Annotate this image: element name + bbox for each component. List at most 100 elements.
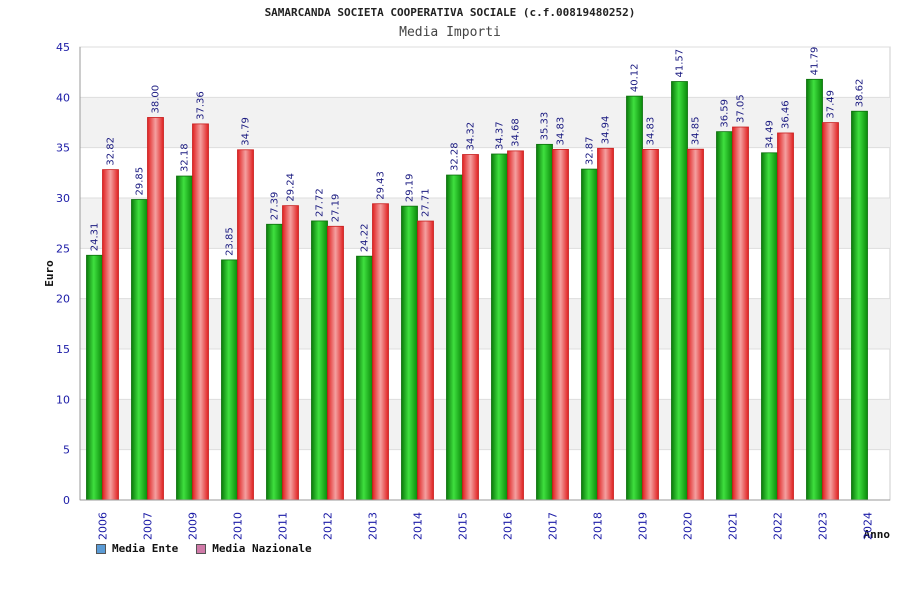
bar-media-nazionale bbox=[237, 149, 254, 501]
data-label: 32.87 bbox=[585, 136, 596, 165]
data-label: 38.00 bbox=[151, 85, 162, 114]
y-tick-label: 40 bbox=[56, 91, 70, 104]
bar-media-ente bbox=[176, 175, 193, 501]
data-label: 34.79 bbox=[241, 117, 252, 146]
x-tick-label: 2009 bbox=[187, 512, 200, 540]
bar-media-ente bbox=[806, 78, 823, 501]
data-label: 34.85 bbox=[691, 117, 702, 146]
data-label: 34.68 bbox=[511, 118, 522, 147]
data-label: 34.32 bbox=[466, 122, 477, 151]
grid-band bbox=[80, 399, 890, 450]
x-tick-label: 2016 bbox=[502, 512, 515, 540]
chart-subtitle: Media Importi bbox=[399, 25, 501, 40]
bar-media-ente bbox=[761, 152, 778, 501]
legend-label: Media Nazionale bbox=[212, 542, 312, 555]
y-tick-label: 0 bbox=[63, 494, 70, 507]
data-label: 32.18 bbox=[180, 143, 191, 172]
bar-media-nazionale bbox=[507, 150, 524, 501]
bar-media-ente bbox=[671, 81, 688, 501]
bar-media-nazionale bbox=[777, 132, 794, 501]
bar-media-ente bbox=[716, 131, 733, 501]
data-label: 34.83 bbox=[646, 117, 657, 146]
data-label: 37.36 bbox=[196, 91, 207, 120]
x-tick-label: 2011 bbox=[277, 512, 290, 540]
bar-media-nazionale bbox=[417, 220, 434, 501]
y-tick-label: 25 bbox=[56, 242, 70, 255]
bar-media-ente bbox=[221, 259, 238, 501]
data-label: 34.37 bbox=[495, 121, 506, 150]
x-tick-label: 2007 bbox=[142, 512, 155, 540]
grid-band bbox=[80, 298, 890, 349]
data-label: 37.05 bbox=[736, 94, 747, 123]
data-label: 36.59 bbox=[720, 99, 731, 128]
legend-label: Media Ente bbox=[112, 542, 179, 555]
bar-media-ente bbox=[491, 153, 508, 501]
data-label: 34.83 bbox=[556, 117, 567, 146]
data-label: 37.49 bbox=[826, 90, 837, 119]
bar-media-ente bbox=[131, 199, 148, 501]
x-tick-label: 2012 bbox=[322, 512, 335, 540]
x-tick-label: 2010 bbox=[232, 512, 245, 540]
data-label: 27.72 bbox=[315, 188, 326, 217]
y-axis-label: Euro bbox=[43, 260, 56, 287]
data-label: 35.33 bbox=[540, 112, 551, 141]
data-label: 29.19 bbox=[405, 174, 416, 203]
x-tick-label: 2021 bbox=[727, 512, 740, 540]
bar-media-ente bbox=[626, 95, 643, 501]
bar-media-nazionale bbox=[462, 154, 479, 501]
chart-title: SAMARCANDA SOCIETA COOPERATIVA SOCIALE (… bbox=[264, 6, 636, 19]
data-label: 23.85 bbox=[225, 227, 236, 256]
bar-media-ente bbox=[86, 254, 103, 501]
data-label: 32.82 bbox=[106, 137, 117, 166]
x-tick-label: 2013 bbox=[367, 512, 380, 540]
data-label: 29.43 bbox=[376, 171, 387, 200]
grid-band bbox=[80, 97, 890, 148]
y-tick-label: 45 bbox=[56, 41, 70, 54]
data-label: 38.62 bbox=[855, 79, 866, 108]
data-label: 27.71 bbox=[421, 188, 432, 217]
bar-media-ente bbox=[851, 110, 868, 501]
x-tick-label: 2018 bbox=[592, 512, 605, 540]
x-tick-label: 2015 bbox=[457, 512, 470, 540]
x-tick-label: 2023 bbox=[817, 512, 830, 540]
bar-media-nazionale bbox=[822, 122, 839, 501]
grid-band bbox=[80, 198, 890, 249]
data-label: 40.12 bbox=[630, 63, 641, 92]
data-label: 34.49 bbox=[765, 120, 776, 149]
y-tick-label: 10 bbox=[56, 393, 70, 406]
bar-media-nazionale bbox=[552, 148, 569, 501]
bar-media-nazionale bbox=[147, 117, 164, 501]
bar-media-ente bbox=[581, 168, 598, 501]
x-tick-label: 2024 bbox=[862, 512, 875, 540]
y-tick-label: 35 bbox=[56, 142, 70, 155]
data-label: 36.46 bbox=[781, 100, 792, 129]
bar-media-nazionale bbox=[327, 225, 344, 501]
legend-item-media-ente: Media Ente bbox=[96, 542, 178, 555]
bar-media-nazionale bbox=[642, 148, 659, 501]
data-label: 41.57 bbox=[675, 49, 686, 78]
legend-item-media-nazionale: Media Nazionale bbox=[196, 542, 312, 555]
x-tick-label: 2014 bbox=[412, 512, 425, 540]
bar-media-nazionale bbox=[192, 123, 209, 501]
bar-media-nazionale bbox=[732, 126, 749, 501]
legend-swatch-icon bbox=[96, 543, 106, 554]
data-label: 24.31 bbox=[90, 223, 101, 252]
data-label: 41.79 bbox=[810, 47, 821, 76]
x-axis-label: Anno bbox=[864, 528, 891, 541]
bar-media-nazionale bbox=[597, 147, 614, 501]
data-label: 32.28 bbox=[450, 142, 461, 171]
bar-media-ente bbox=[356, 255, 373, 501]
bar-media-ente bbox=[401, 205, 418, 501]
data-label: 29.85 bbox=[135, 167, 146, 196]
bar-media-nazionale bbox=[372, 203, 389, 501]
y-tick-label: 15 bbox=[56, 343, 70, 356]
y-tick-label: 20 bbox=[56, 293, 70, 306]
data-label: 27.39 bbox=[270, 192, 281, 221]
x-tick-label: 2019 bbox=[637, 512, 650, 540]
bar-media-nazionale bbox=[102, 169, 119, 501]
x-tick-label: 2017 bbox=[547, 512, 560, 540]
bar-media-ente bbox=[536, 143, 553, 501]
x-tick-label: 2006 bbox=[97, 512, 110, 540]
